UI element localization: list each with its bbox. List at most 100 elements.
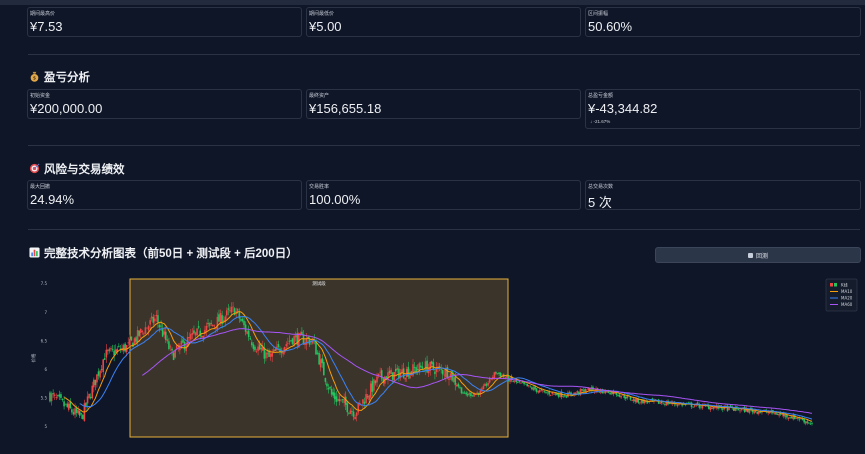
candle-body: [158, 325, 161, 328]
candle-body: [739, 410, 741, 412]
candle-body: [210, 323, 212, 324]
candle-body: [266, 353, 269, 355]
candle-body: [775, 412, 777, 415]
candle-body: [707, 405, 710, 409]
candle-body: [786, 415, 788, 418]
candle-body: [797, 417, 799, 419]
candle-body: [154, 318, 156, 322]
backtest-button[interactable]: 回测: [655, 247, 861, 263]
candle-body: [105, 349, 108, 358]
candle-body: [482, 385, 485, 390]
candle-body: [299, 333, 302, 334]
candle-body: [326, 383, 328, 387]
metric-label: 交易胜率: [309, 184, 330, 190]
candle-body: [341, 399, 344, 401]
candle-body: [639, 402, 641, 404]
candle-body: [399, 372, 402, 378]
candle-body: [642, 399, 644, 404]
candle-body: [236, 309, 239, 311]
candle-body: [315, 341, 317, 355]
candle-body: [584, 388, 586, 393]
candle-body: [216, 316, 219, 331]
candle-body: [230, 307, 233, 313]
candle-body: [549, 394, 552, 396]
candle-body: [783, 413, 785, 417]
candle-body: [390, 369, 392, 375]
candle-body: [183, 341, 186, 350]
candle-body: [50, 393, 53, 402]
candle-body: [294, 335, 297, 338]
legend-box: [825, 278, 858, 312]
candle-body: [107, 350, 109, 352]
candle-body: [180, 340, 183, 345]
candle-body: [479, 390, 482, 395]
candle-body: [99, 370, 101, 378]
metric-card-win-rate: 交易胜率 100.00%: [306, 180, 581, 210]
candle-body: [517, 381, 519, 383]
metric-value: ¥156,655.18: [309, 101, 382, 116]
candle-body: [617, 395, 619, 396]
candle-body: [387, 372, 389, 380]
candle-body: [404, 377, 406, 380]
candle-body: [333, 392, 336, 400]
metric-value: ¥7.53: [30, 19, 63, 34]
candle-body: [410, 371, 413, 373]
legend-swatch: [830, 283, 833, 287]
top-bar: [0, 0, 865, 5]
candle-body: [265, 352, 267, 359]
legend-swatch: [834, 283, 837, 287]
candle-body: [365, 394, 367, 404]
candle-body: [457, 383, 460, 387]
candle-body: [205, 325, 208, 331]
candle-body: [712, 406, 715, 410]
section-divider: [28, 54, 860, 55]
metric-label: 总盈亏金额: [588, 93, 614, 99]
metric-label: 最大回撤: [30, 184, 51, 190]
candle-body: [459, 387, 461, 388]
candle-body: [665, 401, 668, 406]
metric-card-period-high: 期间最高价 ¥7.53: [27, 7, 302, 37]
candle-body: [254, 346, 256, 351]
candle-body: [244, 324, 247, 332]
candle-body: [128, 339, 131, 346]
candle-body: [290, 340, 292, 342]
candle-body: [89, 396, 92, 399]
candle-body: [78, 411, 81, 416]
candle-body: [346, 403, 349, 413]
candle-body: [302, 334, 305, 345]
candle-body: [668, 403, 671, 404]
candle-body: [354, 416, 356, 420]
test-period-label: 测试段: [312, 280, 326, 287]
candle-body: [589, 387, 591, 392]
candle-body: [168, 341, 170, 350]
candle-body: [157, 315, 159, 323]
candle-body: [551, 392, 554, 394]
candle-body: [369, 383, 372, 398]
candle-body: [471, 395, 474, 397]
candle-body: [96, 374, 98, 383]
candle-body: [251, 342, 253, 346]
metric-card-initial-capital: 初始资金 ¥200,000.00: [27, 89, 302, 119]
candle-body: [635, 398, 638, 403]
candle-body: [55, 397, 58, 399]
candle-body: [767, 411, 769, 414]
metric-card-final-assets: 最终资产 ¥156,655.18: [306, 89, 581, 119]
candle-body: [132, 342, 134, 347]
candle-body: [754, 410, 757, 412]
candle-body: [456, 384, 458, 386]
section-divider: [28, 145, 860, 146]
candle-body: [795, 417, 798, 419]
candle-body: [258, 344, 261, 350]
candle-body: [149, 320, 151, 325]
candle-body: [553, 393, 555, 395]
metric-label: 总交易次数: [588, 184, 614, 190]
candle-body: [808, 422, 810, 424]
candle-body: [269, 353, 272, 357]
candle-body: [229, 310, 231, 312]
candle-body: [520, 382, 522, 384]
candle-body: [562, 396, 565, 398]
section-title-text: 完整技术分析图表（前50日 + 测试段 + 后200日）: [44, 248, 298, 260]
candle-body: [737, 408, 740, 411]
candle-body: [529, 386, 532, 388]
